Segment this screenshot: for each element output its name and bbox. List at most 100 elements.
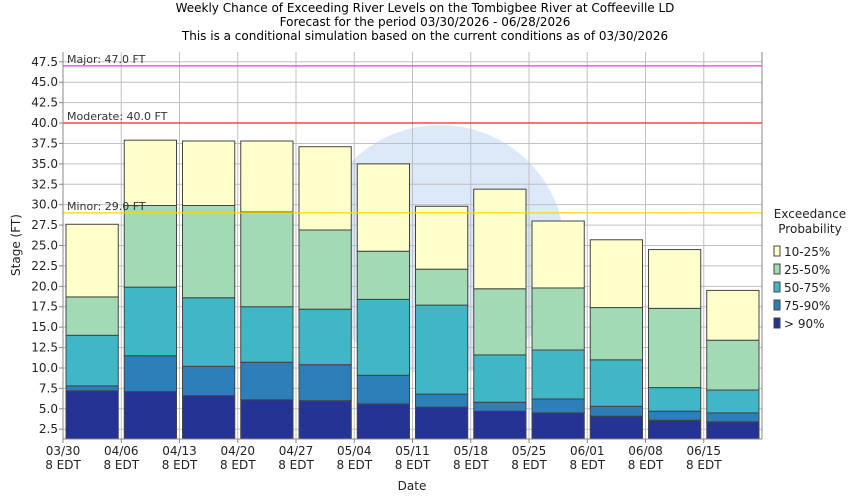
x-tick-sublabel: 8 EDT — [45, 458, 81, 472]
bar-segment-50-75- — [648, 387, 702, 412]
bar-segment-75-90- — [240, 361, 294, 401]
x-tick-label: 06/08 — [628, 444, 663, 458]
bar-segment-75-90- — [648, 410, 702, 421]
y-tick-label: 42.5 — [31, 96, 58, 110]
bar-segment-50-75- — [65, 334, 119, 387]
x-tick-label: 05/18 — [453, 444, 488, 458]
bar-segment-50-75- — [531, 349, 585, 400]
bar-segment-50-75- — [415, 304, 469, 395]
bar-segment-10-25- — [356, 163, 410, 252]
legend-title: Probability — [778, 222, 841, 236]
bar-segment-50-75- — [123, 286, 177, 357]
x-tick-label: 04/06 — [104, 444, 139, 458]
x-tick-sublabel: 8 EDT — [220, 458, 256, 472]
bar-segment-25-50- — [648, 307, 702, 389]
x-tick-label: 06/15 — [686, 444, 721, 458]
bar-segment-75-90- — [356, 374, 410, 405]
x-tick-label: 04/27 — [279, 444, 314, 458]
bar-segment-25-50- — [706, 339, 760, 391]
x-tick-sublabel: 8 EDT — [686, 458, 722, 472]
x-tick-label: 05/25 — [512, 444, 547, 458]
bar-segment-75-90- — [531, 398, 585, 414]
bar-segment-50-75- — [356, 298, 410, 376]
legend-title: Exceedance — [774, 207, 846, 221]
bar-segment--90- — [531, 412, 585, 440]
bar-segment-75-90- — [123, 355, 177, 393]
y-tick-label: 2.5 — [39, 422, 58, 436]
bar-segment-10-25- — [240, 140, 294, 213]
x-tick-label: 04/20 — [220, 444, 255, 458]
x-tick-label: 05/11 — [395, 444, 430, 458]
bar-segment-10-25- — [182, 140, 236, 206]
x-tick-sublabel: 8 EDT — [103, 458, 139, 472]
x-axis-label: Date — [398, 479, 427, 493]
x-tick-label: 04/13 — [162, 444, 197, 458]
x-tick-label: 05/04 — [337, 444, 372, 458]
x-tick-sublabel: 8 EDT — [278, 458, 314, 472]
bar-segment-50-75- — [240, 306, 294, 363]
y-tick-label: 10.0 — [31, 361, 58, 375]
bar-segment--90- — [589, 415, 643, 440]
bar-segment-25-50- — [65, 296, 119, 336]
legend-swatch — [773, 245, 781, 257]
bar-segment-75-90- — [182, 365, 236, 397]
bar-segment-25-50- — [356, 250, 410, 300]
bar-segment-10-25- — [415, 205, 469, 270]
y-tick-label: 17.5 — [31, 300, 58, 314]
threshold-label: Minor: 29.0 FT — [67, 200, 146, 213]
y-tick-label: 40.0 — [31, 116, 58, 130]
bar-segment-75-90- — [589, 405, 643, 417]
y-tick-label: 7.5 — [39, 381, 58, 395]
bar-segment-10-25- — [589, 239, 643, 309]
legend-label: 25-50% — [784, 263, 830, 277]
y-tick-label: 27.5 — [31, 218, 58, 232]
legend-label: 75-90% — [784, 299, 830, 313]
legend-label: > 90% — [784, 317, 825, 331]
y-tick-label: 35.0 — [31, 157, 58, 171]
bar-segment--90- — [65, 390, 119, 440]
bar-segment-75-90- — [473, 401, 527, 412]
bar-segment--90- — [298, 400, 352, 440]
bar-segment-25-50- — [415, 268, 469, 306]
bar-segment-75-90- — [65, 385, 119, 392]
legend-swatch — [773, 299, 781, 311]
x-tick-sublabel: 8 EDT — [395, 458, 431, 472]
bar-segment-25-50- — [298, 229, 352, 310]
y-tick-label: 5.0 — [39, 402, 58, 416]
bar-segment-10-25- — [706, 289, 760, 341]
y-tick-label: 22.5 — [31, 259, 58, 273]
x-tick-label: 03/30 — [46, 444, 81, 458]
bar-segment-10-25- — [298, 146, 352, 231]
bar-segment--90- — [648, 419, 702, 440]
y-tick-label: 25.0 — [31, 239, 58, 253]
bar-segment-10-25- — [473, 188, 527, 290]
bar-segment-10-25- — [648, 249, 702, 309]
x-tick-sublabel: 8 EDT — [453, 458, 489, 472]
y-tick-label: 30.0 — [31, 198, 58, 212]
bar-segment-75-90- — [706, 412, 760, 423]
y-tick-label: 37.5 — [31, 136, 58, 150]
x-tick-sublabel: 8 EDT — [628, 458, 664, 472]
bar-segment-75-90- — [415, 393, 469, 408]
threshold-label: Moderate: 40.0 FT — [67, 110, 168, 123]
bar-segment-25-50- — [240, 211, 294, 308]
legend-label: 50-75% — [784, 281, 830, 295]
y-tick-label: 20.0 — [31, 279, 58, 293]
bar-segment-50-75- — [182, 297, 236, 367]
bar-segment--90- — [473, 410, 527, 440]
x-tick-sublabel: 8 EDT — [511, 458, 547, 472]
legend-label: 10-25% — [784, 245, 830, 259]
bar-segment-50-75- — [473, 354, 527, 403]
chart-title-line: Weekly Chance of Exceeding River Levels … — [176, 1, 675, 15]
x-tick-label: 06/01 — [570, 444, 605, 458]
bar-segment--90- — [415, 406, 469, 440]
threshold-label: Major: 47.0 FT — [67, 53, 146, 66]
bar-segment-75-90- — [298, 364, 352, 402]
y-tick-label: 45.0 — [31, 75, 58, 89]
y-tick-label: 47.5 — [31, 55, 58, 69]
bar-segment--90- — [240, 399, 294, 440]
bar-segment--90- — [706, 421, 760, 440]
legend-swatch — [773, 263, 781, 275]
